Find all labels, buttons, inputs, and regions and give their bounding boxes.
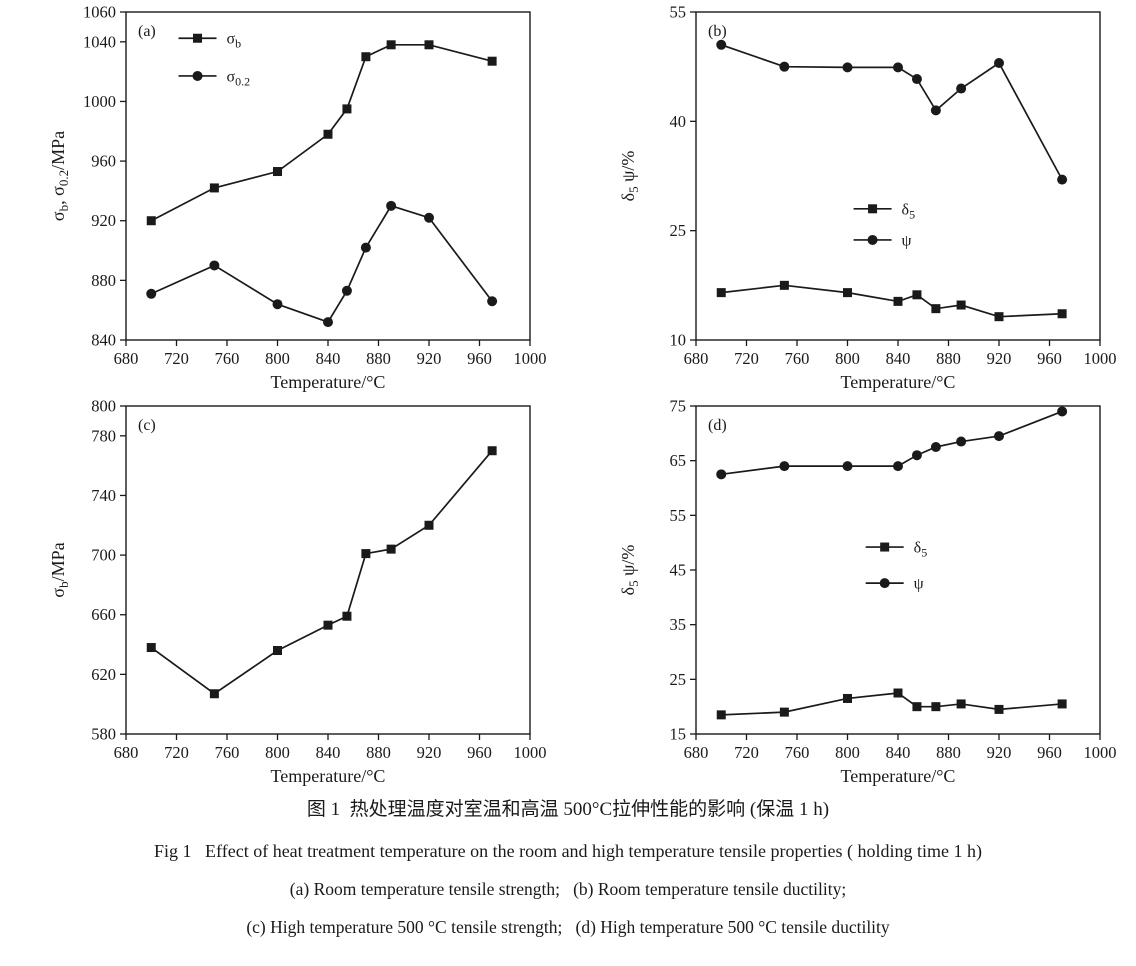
svg-text:1000: 1000 [83, 92, 116, 111]
svg-text:680: 680 [684, 349, 709, 368]
svg-text:840: 840 [316, 743, 341, 762]
svg-text:680: 680 [684, 743, 709, 762]
svg-text:880: 880 [936, 349, 961, 368]
svg-text:800: 800 [265, 743, 290, 762]
svg-text:ψ: ψ [914, 576, 924, 593]
svg-text:40: 40 [670, 112, 687, 131]
svg-text:660: 660 [91, 605, 116, 624]
svg-text:960: 960 [1037, 349, 1062, 368]
svg-text:680: 680 [114, 349, 139, 368]
svg-text:σb: σb [227, 31, 242, 51]
svg-text:15: 15 [670, 725, 687, 744]
svg-text:25: 25 [670, 221, 687, 240]
svg-text:840: 840 [886, 743, 911, 762]
svg-text:σb/MPa: σb/MPa [48, 542, 71, 597]
svg-text:δ5: δ5 [902, 201, 916, 221]
svg-text:840: 840 [316, 349, 341, 368]
chart-a-canvas: 680 720 760 800 840 880 920 960 1000 840 880 920 960… [48, 3, 547, 393]
svg-text:1000: 1000 [514, 743, 547, 762]
svg-text:960: 960 [467, 743, 492, 762]
svg-text:760: 760 [215, 743, 240, 762]
svg-text:580: 580 [91, 725, 116, 744]
svg-text:1040: 1040 [83, 32, 116, 51]
svg-text:800: 800 [265, 349, 290, 368]
svg-text:720: 720 [164, 349, 189, 368]
svg-text:880: 880 [91, 271, 116, 290]
svg-text:1060: 1060 [83, 3, 116, 22]
svg-text:920: 920 [417, 349, 442, 368]
svg-text:920: 920 [987, 743, 1012, 762]
chart-d-canvas: 680 720 760 800 840 880 920 960 1000 15 25 35 45 55 65… [618, 397, 1117, 787]
svg-text:(a): (a) [138, 23, 156, 40]
svg-text:45: 45 [670, 561, 687, 580]
svg-text:960: 960 [1037, 743, 1062, 762]
svg-text:740: 740 [91, 486, 116, 505]
svg-text:Temperature/°C: Temperature/°C [271, 766, 386, 786]
svg-text:780: 780 [91, 426, 116, 445]
svg-text:(b): (b) [708, 23, 727, 40]
svg-text:Temperature/°C: Temperature/°C [841, 766, 956, 786]
svg-text:65: 65 [670, 451, 687, 470]
svg-text:1000: 1000 [1084, 349, 1117, 368]
svg-text:680: 680 [114, 743, 139, 762]
svg-text:800: 800 [91, 397, 116, 416]
svg-text:ψ: ψ [902, 232, 912, 249]
svg-text:720: 720 [734, 743, 759, 762]
chart-b-canvas: 680 720 760 800 840 880 920 960 1000 10 25 40 55 Temp… [618, 3, 1117, 393]
svg-text:1000: 1000 [1084, 743, 1117, 762]
svg-text:δ5: δ5 [914, 540, 928, 560]
svg-text:880: 880 [936, 743, 961, 762]
caption-subplots-cd: (c) High temperature 500 °C tensile stre… [246, 917, 890, 937]
svg-text:720: 720 [734, 349, 759, 368]
svg-text:960: 960 [91, 152, 116, 171]
svg-text:760: 760 [215, 349, 240, 368]
svg-text:920: 920 [417, 743, 442, 762]
svg-text:920: 920 [987, 349, 1012, 368]
svg-text:75: 75 [670, 397, 687, 416]
chart-b: 680 720 760 800 840 880 920 960 1000 10 25 40 55 Temp… [608, 2, 1128, 396]
chart-a: 680 720 760 800 840 880 920 960 1000 840 880 920 960… [38, 2, 558, 396]
svg-text:840: 840 [91, 331, 116, 350]
svg-text:σ0.2: σ0.2 [227, 68, 251, 88]
svg-text:Temperature/°C: Temperature/°C [271, 372, 386, 392]
svg-text:760: 760 [785, 743, 810, 762]
svg-text:(d): (d) [708, 417, 727, 434]
figure-captions: 图 1 热处理温度对室温和高温 500°C拉伸性能的影响 (保温 1 h) Fi… [0, 788, 1136, 938]
svg-text:δ5 ψ/%: δ5 ψ/% [618, 151, 641, 202]
caption-chinese-title: 图 1 热处理温度对室温和高温 500°C拉伸性能的影响 (保温 1 h) [306, 799, 830, 820]
chart-d: 680 720 760 800 840 880 920 960 1000 15 25 35 45 55 65… [608, 396, 1128, 790]
svg-text:760: 760 [785, 349, 810, 368]
chart-c: 680 720 760 800 840 880 920 960 1000 580 620 660 700… [38, 396, 558, 790]
svg-text:1000: 1000 [514, 349, 547, 368]
svg-text:800: 800 [835, 743, 860, 762]
svg-text:720: 720 [164, 743, 189, 762]
svg-text:840: 840 [886, 349, 911, 368]
svg-text:960: 960 [467, 349, 492, 368]
caption-english-title: Fig 1 Effect of heat treatment temperatu… [154, 841, 982, 861]
svg-text:55: 55 [670, 506, 687, 525]
svg-text:800: 800 [835, 349, 860, 368]
svg-text:55: 55 [670, 3, 687, 22]
caption-subplots-ab: (a) Room temperature tensile strength; (… [289, 879, 847, 899]
svg-text:25: 25 [670, 670, 687, 689]
svg-text:620: 620 [91, 665, 116, 684]
svg-text:880: 880 [366, 743, 391, 762]
svg-text:880: 880 [366, 349, 391, 368]
chart-c-canvas: 680 720 760 800 840 880 920 960 1000 580 620 660 700… [48, 397, 547, 787]
svg-text:920: 920 [91, 211, 116, 230]
svg-text:(c): (c) [138, 417, 156, 434]
svg-text:δ5 ψ/%: δ5 ψ/% [618, 545, 641, 596]
svg-text:35: 35 [670, 615, 687, 634]
svg-text:Temperature/°C: Temperature/°C [841, 372, 956, 392]
svg-text:10: 10 [670, 331, 687, 350]
svg-text:700: 700 [91, 546, 116, 565]
svg-text:σb, σ0.2/MPa: σb, σ0.2/MPa [48, 131, 71, 221]
